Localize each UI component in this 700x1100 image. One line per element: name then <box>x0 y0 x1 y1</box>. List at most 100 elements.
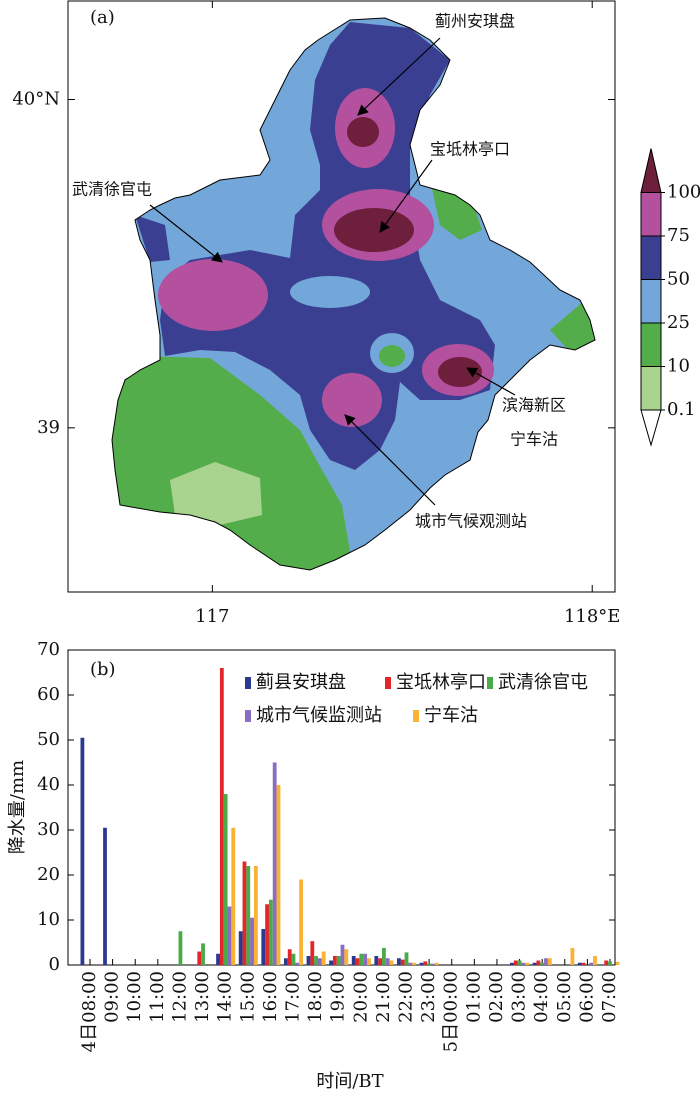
x-tick-label: 4日08:00 <box>79 971 100 1052</box>
bar <box>412 962 417 965</box>
bar <box>510 962 514 965</box>
bar <box>434 962 439 965</box>
y-tick-label: 0 <box>49 954 60 975</box>
annotation: 蓟州安琪盘 <box>435 12 515 31</box>
legend-label: 城市气候监测站 <box>256 705 382 726</box>
bar <box>329 960 333 965</box>
bar <box>268 899 273 965</box>
colorbar-band <box>640 322 662 367</box>
colorbar-label: 0.1 <box>667 399 696 420</box>
legend-swatch <box>245 677 251 689</box>
x-tick-label: 11:00 <box>147 971 168 1023</box>
legend-label: 宝坻林亭口 <box>396 672 486 693</box>
panel-label: (a) <box>90 7 115 28</box>
bar <box>242 861 247 965</box>
legend-swatch <box>385 677 391 689</box>
bar <box>299 879 303 965</box>
y-tick-label: 40 <box>37 774 60 795</box>
bar <box>521 962 526 965</box>
x-tick-label: 19:00 <box>328 971 349 1023</box>
arrow <box>466 367 516 396</box>
bar <box>615 961 620 965</box>
annotation: 宁车沽 <box>510 430 558 449</box>
bar <box>604 960 609 965</box>
bar <box>374 956 379 965</box>
bar <box>536 960 541 965</box>
x-tick-label: 12:00 <box>169 971 190 1023</box>
bar <box>593 956 597 965</box>
bar <box>219 668 224 965</box>
x-tick-label: 16:00 <box>260 971 281 1023</box>
bar <box>547 958 552 965</box>
y-tick-label: 30 <box>37 819 60 840</box>
arrows <box>149 37 516 506</box>
bar <box>589 962 594 965</box>
x-tick-label: 5日00:00 <box>441 971 462 1052</box>
y-axis-title: 降水量/mm <box>7 760 28 854</box>
contour-over-100 <box>347 117 379 147</box>
x-axis-title: 时间/BT <box>316 1071 383 1092</box>
bar <box>306 956 311 965</box>
annotation: 城市气候观测站 <box>415 512 527 531</box>
y-tick-label: 70 <box>37 639 60 660</box>
bar <box>408 962 413 965</box>
bar <box>201 943 205 965</box>
arrow <box>344 414 436 506</box>
colorbar-label: 50 <box>667 269 690 290</box>
bar <box>310 941 315 965</box>
legend-label: 宁车沽 <box>424 705 478 726</box>
y-tick-label: 39 <box>37 417 60 438</box>
colorbar-band <box>640 279 662 324</box>
contour-over-100 <box>438 357 482 387</box>
panel-label: (b) <box>90 659 116 680</box>
bar <box>197 951 202 965</box>
legend-label: 蓟县安琪盘 <box>256 672 346 693</box>
arrow <box>357 37 441 116</box>
y-tick-label: 50 <box>37 729 60 750</box>
contour-50-75 <box>135 215 170 262</box>
bar <box>291 953 296 965</box>
bar <box>231 827 236 965</box>
x-tick-label: 17:00 <box>282 971 303 1023</box>
bar <box>532 962 537 965</box>
bar <box>577 962 582 965</box>
legend-swatch <box>487 677 493 689</box>
bar <box>389 960 394 965</box>
contour-10-25 <box>379 345 405 367</box>
x-tick-label: 09:00 <box>102 971 123 1023</box>
x-tick-label: 07:00 <box>599 971 620 1023</box>
bar <box>336 956 341 965</box>
contour-75-100 <box>322 373 382 427</box>
bar <box>513 960 518 965</box>
colorbar-band <box>640 366 662 411</box>
bar <box>344 949 349 965</box>
annotation: 宝坻林亭口 <box>430 140 510 159</box>
y-tick-label: 40°N <box>12 89 60 110</box>
bar <box>544 958 548 965</box>
bar <box>227 906 232 965</box>
y-tick-label: 10 <box>37 909 60 930</box>
x-tick-label: 10:00 <box>124 971 145 1023</box>
y-tick-label: 20 <box>37 864 60 885</box>
legend-swatch <box>245 710 251 722</box>
bar <box>581 962 586 965</box>
x-tick-label: 118°E <box>564 606 621 627</box>
bar <box>351 956 356 965</box>
x-tick-label: 01:00 <box>463 971 484 1023</box>
x-tick-label: 21:00 <box>373 971 394 1023</box>
x-tick-label: 03:00 <box>509 971 530 1023</box>
bar <box>423 961 428 965</box>
bar <box>265 904 269 965</box>
bar <box>178 931 183 965</box>
x-tick-label: 18:00 <box>305 971 326 1023</box>
bar <box>253 866 258 965</box>
bar <box>427 963 432 965</box>
x-tick-label: 02:00 <box>486 971 507 1023</box>
colorbar-label: 100 <box>667 182 700 203</box>
contour-0.1-10 <box>170 462 262 525</box>
bar <box>517 960 522 965</box>
colorbar-band <box>640 192 662 237</box>
colorbar-label: 10 <box>667 356 690 377</box>
